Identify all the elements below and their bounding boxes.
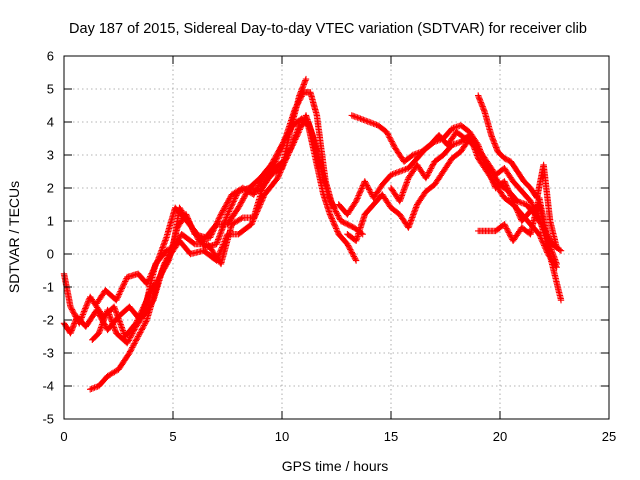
series-trace-1: [60, 89, 366, 340]
series-trace-9: [475, 92, 560, 251]
x-tick-label: 20: [493, 429, 507, 444]
y-tick-label: -3: [42, 346, 54, 361]
x-tick-label: 25: [602, 429, 616, 444]
y-tick-label: 5: [47, 82, 54, 97]
x-tick-label: 10: [275, 429, 289, 444]
series-markers: [60, 89, 366, 340]
y-tick-label: 3: [47, 148, 54, 163]
x-tick-label: 0: [60, 429, 67, 444]
y-tick-label: 6: [47, 49, 54, 64]
y-tick-label: -4: [42, 379, 54, 394]
series-trace-5: [93, 75, 310, 307]
x-axis: 0 5 10 15 20 25: [60, 56, 616, 444]
x-tick-label: 15: [384, 429, 398, 444]
x-tick-label: 5: [169, 429, 176, 444]
y-tick-label: -2: [42, 313, 54, 328]
series-markers: [387, 132, 560, 271]
series-trace-11: [387, 132, 560, 271]
data-points: [60, 75, 565, 393]
series-markers: [475, 92, 560, 251]
y-tick-label: 2: [47, 181, 54, 196]
y-tick-label: -1: [42, 280, 54, 295]
series-markers: [93, 75, 310, 307]
x-axis-label: GPS time / hours: [282, 458, 389, 474]
y-axis-label: SDTVAR / TECUs: [6, 181, 22, 293]
series-markers: [87, 118, 338, 393]
series-markers: [475, 194, 560, 251]
plot-frame: [63, 55, 610, 420]
grid-lines: [64, 56, 609, 419]
series-trace-10: [475, 194, 560, 251]
y-tick-label: 1: [47, 214, 54, 229]
series-trace-3: [87, 118, 338, 393]
chart-title: Day 187 of 2015, Sidereal Day-to-day VTE…: [69, 21, 587, 37]
y-tick-label: 4: [47, 115, 54, 130]
y-axis: -5 -4 -3 -2 -1 0 1 2 3 4 5 6: [42, 49, 609, 427]
y-tick-label: 0: [47, 247, 54, 262]
y-tick-label: -5: [42, 412, 54, 427]
